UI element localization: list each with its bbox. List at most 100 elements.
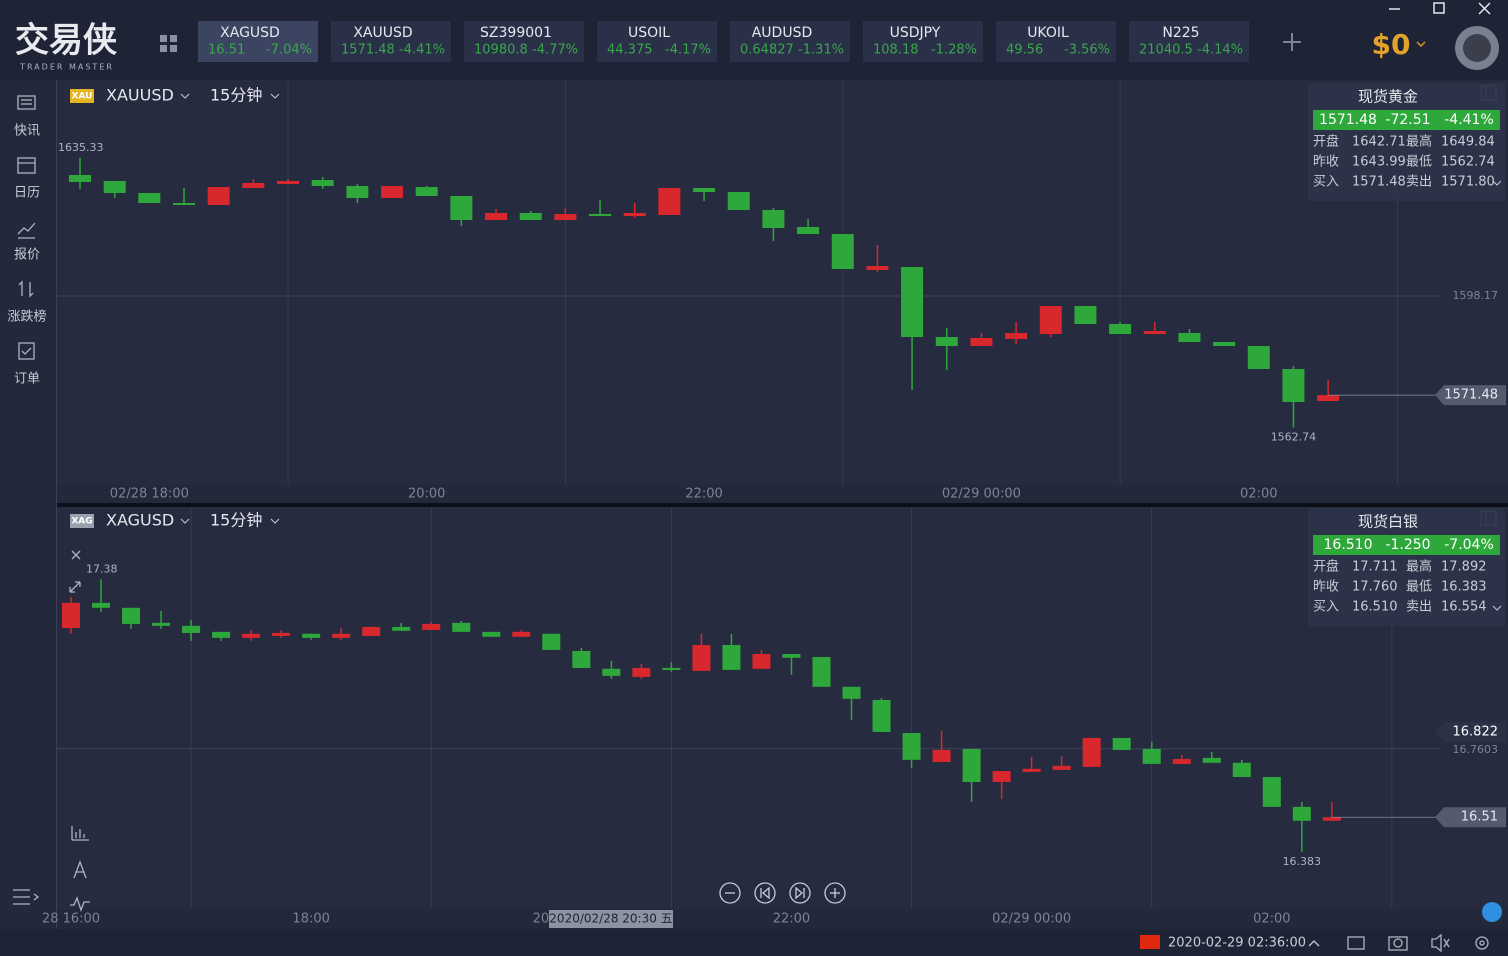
window-controls[interactable] (1389, 2, 1491, 15)
candle-body (831, 234, 854, 270)
candle-body (1109, 323, 1132, 335)
tab[interactable] (597, 21, 717, 62)
candle-body (415, 187, 438, 196)
candle-body (422, 623, 441, 630)
quote-key: 开盘 (1313, 559, 1339, 575)
chevron (270, 93, 280, 99)
add-tab[interactable] (1283, 33, 1301, 51)
quote-price: 16.510 (1324, 537, 1373, 553)
time-axis-strip (57, 485, 1508, 503)
candle-body (692, 644, 711, 671)
x-tick-label: 02/29 00:00 (942, 487, 1021, 502)
x-tick-label: 02:00 (1253, 912, 1290, 927)
candle-body (1213, 342, 1236, 347)
tab[interactable] (863, 21, 983, 62)
quote-chevron[interactable] (1492, 605, 1502, 611)
tab-price: 44.375 (607, 43, 653, 58)
tab-symbol: AUDUSD (752, 25, 813, 41)
candle-body (1022, 768, 1041, 772)
tab[interactable] (331, 21, 451, 62)
candle-body (1317, 395, 1340, 402)
candle-body (935, 336, 958, 347)
tab-price: 108.18 (873, 43, 919, 58)
high-label: 17.38 (86, 562, 118, 575)
quote-key: 卖出 (1406, 175, 1432, 190)
low-label: 16.383 (1283, 855, 1322, 868)
candle-body (1005, 333, 1028, 339)
tab[interactable] (730, 21, 850, 62)
cursor-price-tag (1435, 721, 1506, 742)
tab[interactable] (198, 21, 318, 62)
balance-chevron[interactable] (1416, 41, 1426, 48)
sidebar-label[interactable]: 涨跌榜 (7, 309, 46, 325)
tab[interactable] (464, 21, 584, 62)
candle-body (1262, 777, 1281, 807)
tab[interactable] (1129, 21, 1249, 62)
sidebar-label[interactable]: 报价 (14, 248, 40, 263)
sidebar (0, 80, 56, 929)
candle-body (992, 771, 1011, 782)
x-tick-label: 02/29 00:00 (992, 912, 1071, 927)
quote-change: -1.250 (1385, 537, 1430, 553)
tab-symbol: XAGUSD (220, 25, 280, 41)
nav-controls[interactable] (719, 882, 846, 904)
help-badge[interactable] (1482, 902, 1502, 922)
candle-body (62, 602, 80, 629)
tab-price: 21040.5 (1139, 43, 1193, 58)
candle-body (662, 667, 681, 670)
flag-icon[interactable] (1140, 935, 1160, 949)
quote-value: 16.510 (1352, 600, 1398, 615)
sidebar-label[interactable]: 订单 (14, 372, 40, 387)
chart-symbol[interactable]: XAGUSD (106, 511, 174, 530)
quote-key: 买入 (1313, 175, 1339, 190)
candle-body (122, 607, 141, 624)
tab-symbol: N225 (1162, 25, 1199, 41)
chart-symbol[interactable]: XAUUSD (106, 86, 174, 105)
candle-body (138, 192, 161, 204)
candle-body (1082, 737, 1101, 767)
tab[interactable] (996, 21, 1116, 62)
quote-key: 昨收 (1313, 580, 1339, 595)
quote-bar (1313, 535, 1500, 555)
candle-body (311, 179, 334, 187)
last-price-tag (1435, 807, 1506, 828)
tab-symbol: USDJPY (890, 25, 941, 41)
status-chevron[interactable] (1308, 940, 1320, 947)
timeframe[interactable]: 15分钟 (210, 511, 262, 530)
candle-body (103, 180, 126, 193)
timeframe[interactable]: 15分钟 (210, 86, 262, 105)
candle-body (542, 633, 561, 650)
quote-price: 1571.48 (1319, 112, 1377, 128)
quote-name: 现货白银 (1358, 513, 1418, 531)
candle-body (752, 654, 771, 669)
x-tick-label: 28 16:00 (42, 912, 100, 927)
status-bar (0, 929, 1508, 956)
quote-change: -72.51 (1385, 112, 1430, 128)
quote-chevron[interactable] (1492, 180, 1502, 186)
sidebar-icons[interactable] (13, 95, 90, 912)
candle-body (1052, 765, 1071, 770)
sidebar-label[interactable]: 日历 (14, 186, 40, 201)
high-label: 1635.33 (58, 141, 104, 154)
y-tick-label: 1598.17 (1453, 289, 1499, 302)
candle-body (452, 622, 471, 632)
candle-body (69, 175, 91, 182)
candle-body (970, 337, 993, 347)
candle-body (602, 668, 621, 676)
apps-icon[interactable] (160, 35, 177, 52)
tab-symbol: SZ399001 (480, 25, 552, 41)
candle-body (554, 214, 577, 221)
candle-body (962, 748, 981, 782)
quote-value: 1643.99 (1352, 155, 1406, 170)
tab-change: -4.77% (532, 43, 578, 58)
candle-body (482, 631, 501, 637)
sidebar-label[interactable]: 快讯 (14, 124, 40, 139)
tab-change: -7.04% (266, 43, 312, 58)
status-icons[interactable] (1347, 933, 1489, 953)
candle-body (632, 667, 651, 677)
candle-body (722, 644, 741, 670)
symbol-badge: XAG (71, 517, 92, 527)
balance[interactable]: $0 (1372, 28, 1411, 61)
